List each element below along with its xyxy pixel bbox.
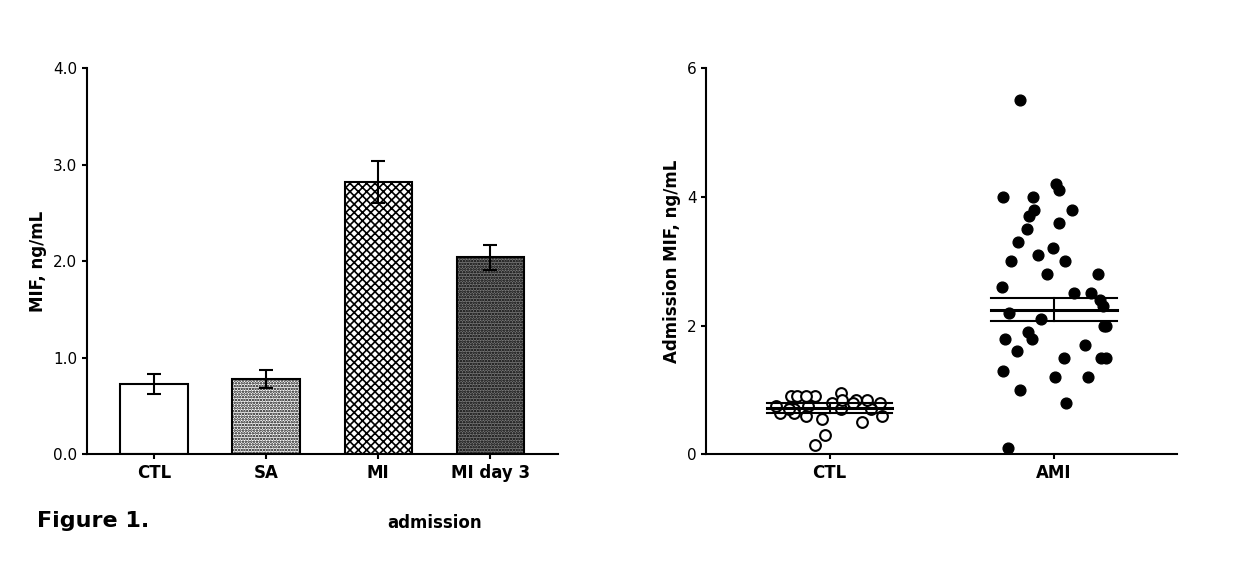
Point (1097, 321, 1116, 330)
Point (797, 392, 817, 401)
Point (1031, 315, 1051, 324)
Y-axis label: Admission MIF, ng/mL: Admission MIF, ng/mL (663, 160, 681, 363)
Point (843, 398, 862, 407)
Point (991, 282, 1011, 291)
Point (1064, 289, 1084, 298)
Point (787, 392, 807, 401)
Point (833, 395, 852, 404)
Point (1062, 205, 1082, 214)
Point (1056, 398, 1075, 407)
Point (1010, 96, 1030, 105)
Bar (120, 384, 187, 454)
Point (995, 334, 1015, 343)
Point (831, 389, 851, 398)
Point (815, 431, 835, 440)
Point (999, 308, 1018, 318)
Point (992, 366, 1012, 375)
Point (784, 405, 804, 414)
Point (1028, 250, 1048, 260)
Point (1020, 212, 1040, 221)
Point (830, 405, 850, 414)
Point (997, 444, 1017, 453)
Point (857, 395, 877, 404)
Point (1046, 373, 1066, 382)
Text: Figure 1.: Figure 1. (37, 511, 150, 531)
Bar (457, 257, 524, 454)
Point (1074, 340, 1094, 349)
Point (870, 398, 890, 407)
Point (851, 417, 871, 427)
Point (798, 402, 818, 411)
Bar (344, 182, 411, 454)
Point (846, 395, 866, 404)
Point (784, 408, 804, 417)
Point (1094, 321, 1114, 330)
Point (1017, 224, 1037, 233)
Point (1093, 302, 1113, 311)
Point (1049, 218, 1069, 227)
Point (1022, 193, 1042, 202)
Y-axis label: MIF, ng/mL: MIF, ng/mL (30, 211, 47, 312)
Point (1048, 186, 1068, 195)
Point (771, 408, 790, 417)
Point (1007, 347, 1027, 356)
Point (1097, 353, 1116, 362)
Point (1078, 373, 1098, 382)
Point (1054, 257, 1074, 266)
Point (1022, 334, 1042, 343)
Point (1037, 270, 1057, 279)
Point (781, 402, 800, 411)
Bar (233, 379, 300, 454)
Point (766, 402, 786, 411)
Point (861, 405, 881, 414)
Point (1054, 353, 1074, 362)
Point (1025, 205, 1044, 214)
Point (804, 440, 824, 449)
Point (1043, 244, 1063, 253)
Point (812, 415, 831, 424)
Point (1090, 295, 1110, 304)
Point (781, 392, 800, 401)
Point (797, 411, 817, 420)
Point (1092, 353, 1111, 362)
Point (1080, 289, 1100, 298)
Point (1009, 237, 1028, 247)
Point (872, 411, 892, 420)
Point (779, 405, 799, 414)
Point (1088, 270, 1108, 279)
Point (1046, 179, 1066, 189)
Point (1018, 328, 1038, 337)
Point (1010, 386, 1030, 395)
Point (992, 193, 1012, 202)
Point (823, 398, 843, 407)
Point (1001, 257, 1021, 266)
Text: admission: admission (387, 514, 482, 532)
Point (805, 392, 825, 401)
